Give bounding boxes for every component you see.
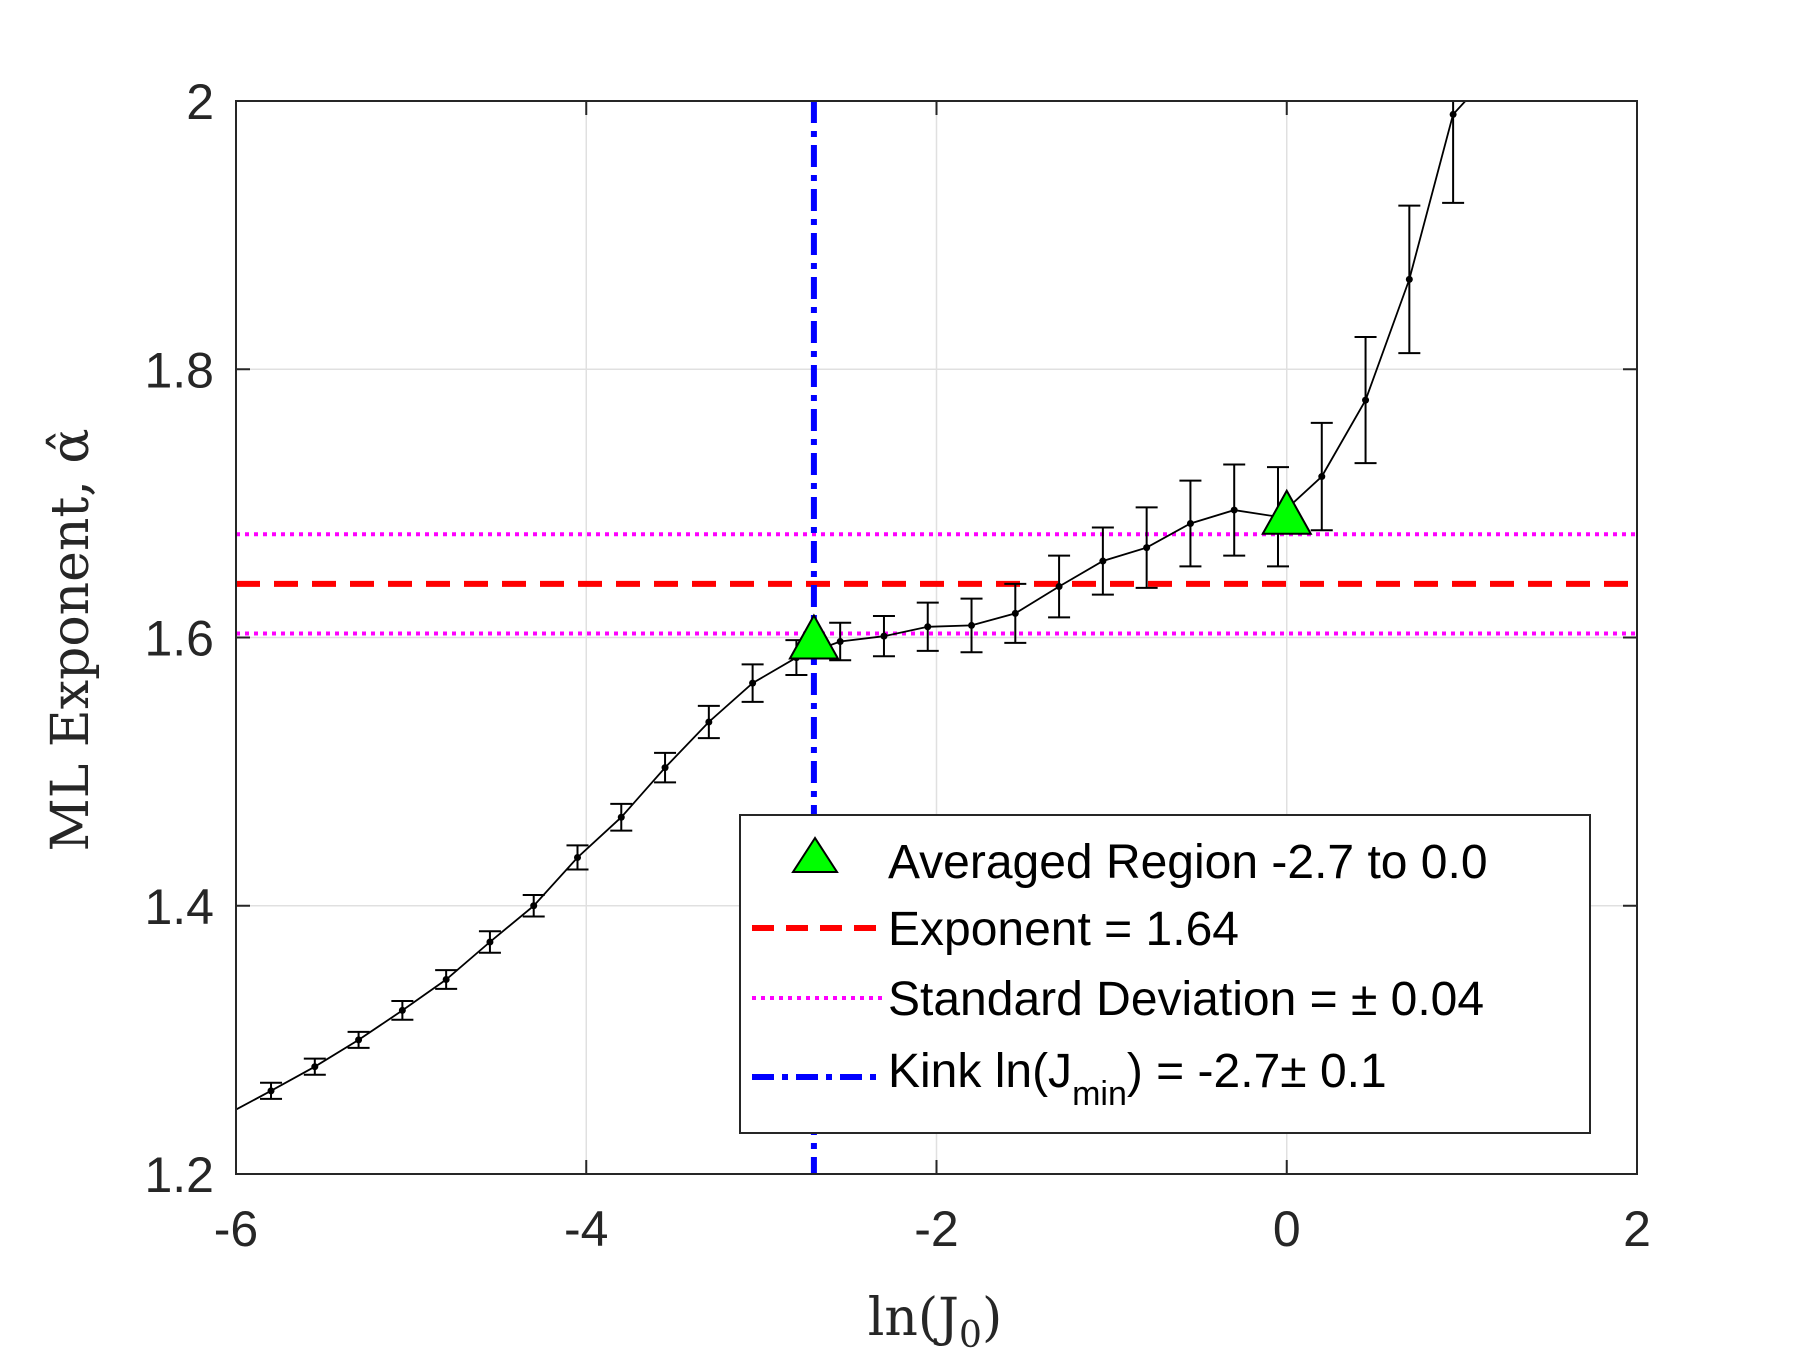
axis-tick-labels: -6 -4 -2 0 2 1.2 1.4 1.6 1.8 2 [144,74,1650,1257]
x-tick-label-4: 2 [1623,1201,1651,1257]
data-point-19 [1099,557,1107,565]
axis-ticks [235,100,1638,1175]
data-point-21 [1186,519,1194,527]
horizontal-reference-lines [236,532,1637,636]
data-point-27 [1449,110,1457,118]
averaged-region-marker-0 [788,613,840,660]
legend-label-exponent: Exponent = 1.64 [888,903,1239,956]
legend-label-standard-deviation: Standard Deviation = ± 0.04 [888,973,1484,1026]
data-point-16 [968,621,976,629]
data-point-13 [836,638,844,646]
data-point-9 [661,764,669,772]
legend-label-kink: Kink ln(Jmin) = -2.7± 0.1 [888,1045,1387,1113]
data-point-4 [442,976,450,984]
data-point-18 [1055,583,1063,591]
y-tick-label-1: 1.4 [144,879,214,935]
data-point-22 [1230,506,1238,514]
y-tick-label-0: 1.2 [144,1147,214,1203]
data-point-6 [530,902,538,910]
y-tick-label-4: 2 [186,74,214,130]
data-point-25 [1362,396,1370,404]
data-point-1 [311,1063,319,1071]
data-point-20 [1143,544,1151,552]
data-point-11 [749,679,757,687]
data-point-2 [355,1036,363,1044]
x-tick-label-1: -4 [564,1201,608,1257]
data-point-24 [1318,473,1326,481]
data-point-15 [924,623,932,631]
x-tick-label-0: -6 [214,1201,258,1257]
data-point-10 [705,718,713,726]
y-tick-label-3: 1.8 [144,342,214,398]
y-tick-label-2: 1.6 [144,611,214,667]
x-axis-title: ln(J0) [868,1288,1002,1350]
data-point-14 [880,632,888,640]
y-axis-title: ML Exponent, α̂ [41,428,101,851]
data-point-8 [617,813,625,821]
legend-triangle-icon [791,836,839,873]
data-point-5 [486,938,494,946]
averaged-region-marker-1 [1261,488,1313,535]
data-point-17 [1011,609,1019,617]
legend-box [739,814,1591,1134]
x-tick-label-2: -2 [914,1201,958,1257]
averaged-region-markers [788,488,1313,660]
data-point-0 [267,1087,275,1095]
data-point-7 [573,853,581,861]
legend-label-averaged-region: Averaged Region -2.7 to 0.0 [888,836,1488,889]
x-tick-label-3: 0 [1273,1201,1301,1257]
data-point-26 [1405,275,1413,283]
legend: Averaged Region -2.7 to 0.0 Exponent = 1… [739,814,1591,1134]
data-point-3 [398,1006,406,1014]
